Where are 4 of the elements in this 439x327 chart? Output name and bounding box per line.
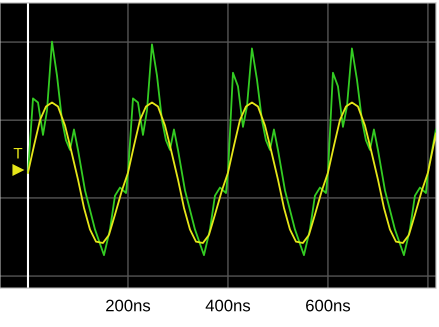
x-tick-label: 200ns: [106, 300, 150, 312]
annotation: T: [14, 148, 22, 159]
x-tick-label: 400ns: [206, 300, 250, 312]
x-tick-label: 600ns: [306, 300, 350, 312]
